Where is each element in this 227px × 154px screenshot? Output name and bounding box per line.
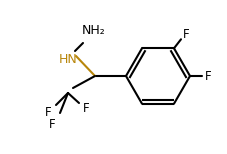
- Text: F: F: [49, 118, 55, 132]
- Text: HN: HN: [58, 53, 77, 65]
- Text: F: F: [44, 107, 51, 120]
- Text: F: F: [182, 28, 188, 41]
- Text: F: F: [82, 103, 89, 116]
- Text: F: F: [204, 69, 210, 83]
- Text: NH₂: NH₂: [82, 24, 105, 36]
